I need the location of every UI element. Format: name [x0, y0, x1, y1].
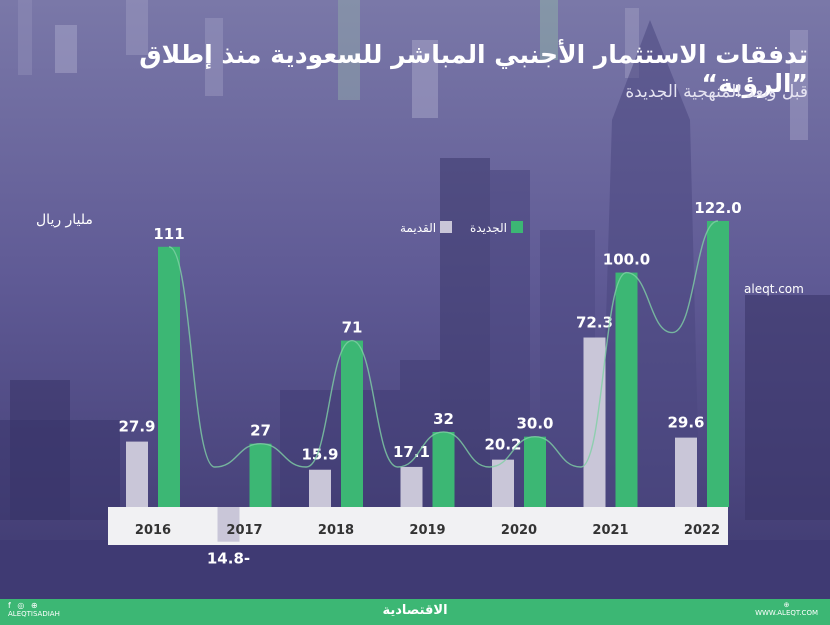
bar-old-2020 [492, 459, 514, 507]
publication-logo: الاقتصادية [382, 603, 448, 618]
chart-subtitle: قبل وبعد المنهجية الجديدة [625, 82, 808, 102]
bar-label-new-2022: 122.0 [694, 199, 741, 217]
bar-new-2016 [158, 246, 180, 508]
bar-label-new-2016: 111 [153, 225, 184, 243]
bar-old-2021 [583, 337, 606, 507]
bar-new-2019 [432, 431, 455, 507]
category-label-2016: 2016 [135, 523, 171, 538]
bar-label-old-2020: 20.2 [484, 436, 521, 454]
category-label-2017: 2017 [226, 523, 262, 538]
bar-old-2019 [400, 466, 423, 507]
source-label: aleqt.com [744, 282, 804, 296]
bar-label-new-2020: 30.0 [516, 415, 553, 433]
bar-old-2016 [126, 441, 148, 507]
social-icons: f ◎ ⊕ [8, 601, 40, 610]
footer-bar: f ◎ ⊕ ALEQTISADIAH الاقتصادية ⊕ WWW.ALEQ… [0, 599, 830, 625]
footer-website: ⊕ WWW.ALEQT.COM [755, 601, 818, 617]
category-label-2020: 2020 [501, 523, 537, 538]
category-label-2022: 2022 [684, 523, 720, 538]
bar-label-old-2019: 17.1 [393, 443, 430, 461]
legend-old-label: القديمة [400, 221, 437, 235]
category-label-2021: 2021 [592, 523, 628, 538]
bar-label-old-2017: 14.8- [207, 550, 250, 568]
bar-label-old-2016: 27.9 [118, 418, 155, 436]
chart-title: تدفقات الاستثمار الأجنبي المباشر للسعودي… [139, 40, 808, 98]
bar-label-new-2021: 100.0 [603, 251, 650, 269]
footer-handle: ALEQTISADIAH [8, 610, 60, 618]
bar-new-2017 [249, 443, 272, 507]
category-label-2018: 2018 [318, 523, 354, 538]
globe-icon: ⊕ [783, 601, 790, 609]
legend-old: القديمة [400, 221, 453, 235]
footer-url: WWW.ALEQT.COM [755, 609, 818, 617]
category-axis-strip [108, 507, 728, 545]
bar-label-old-2022: 29.6 [667, 414, 704, 432]
bar-new-2018 [341, 340, 363, 507]
bar-new-2021 [615, 272, 638, 507]
bar-label-old-2018: 15.9 [301, 446, 338, 464]
unit-label: مليار ريال [36, 212, 93, 228]
category-label-2019: 2019 [409, 523, 445, 538]
bar-label-new-2018: 71 [342, 319, 363, 337]
trend-curve [168, 220, 719, 468]
bar-old-2018 [309, 469, 331, 507]
footer-social: f ◎ ⊕ ALEQTISADIAH [8, 601, 60, 618]
bar-new-2020 [524, 436, 546, 507]
legend-old-swatch [440, 221, 453, 233]
bar-old-2017 [217, 507, 240, 542]
legend-new-swatch [510, 221, 523, 233]
bar-old-2022 [675, 437, 697, 507]
legend-new: الجديدة [470, 221, 523, 235]
bar-label-new-2017: 27 [250, 422, 271, 440]
bar-new-2022 [707, 221, 729, 507]
bar-label-new-2019: 32 [433, 410, 454, 428]
legend-new-label: الجديدة [470, 221, 507, 235]
bar-label-old-2021: 72.3 [576, 314, 613, 332]
